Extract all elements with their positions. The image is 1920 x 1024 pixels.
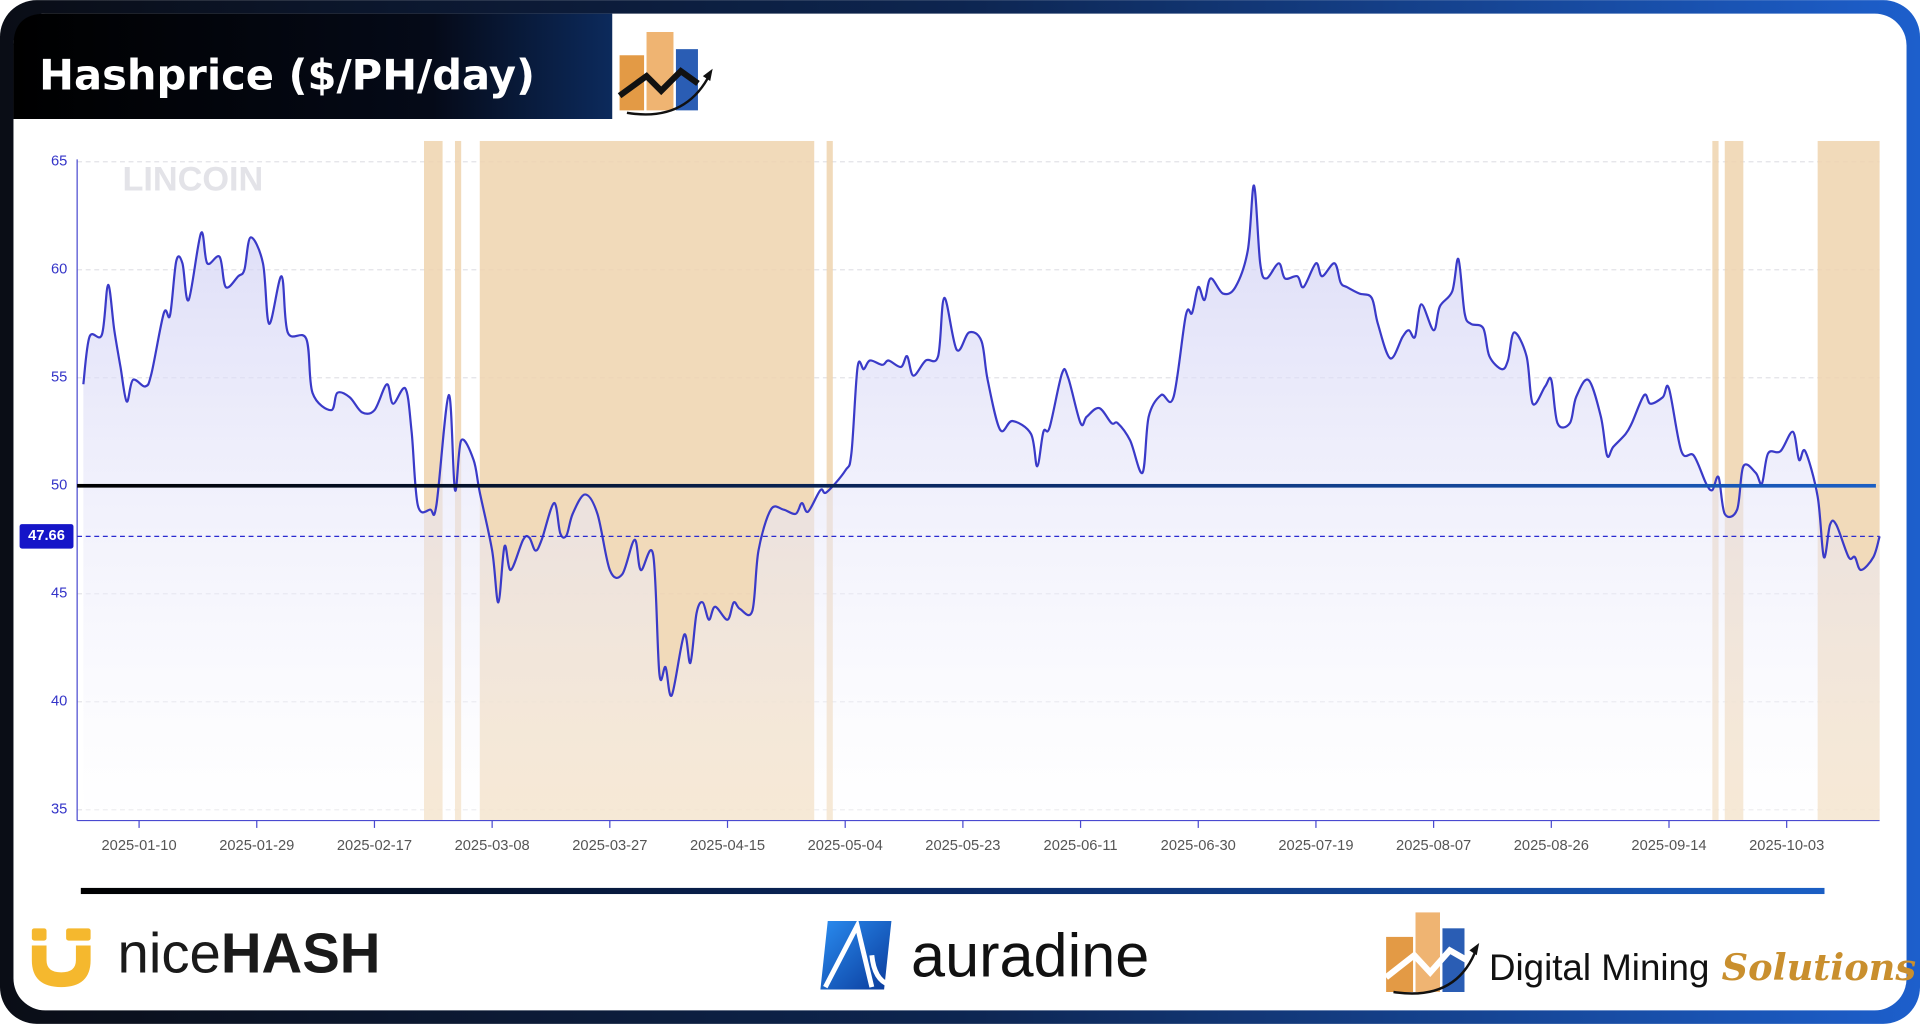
x-tick-label: 2025-08-26 — [1514, 838, 1589, 854]
shaded-range — [826, 140, 833, 821]
x-tick-label: 2025-06-11 — [1044, 838, 1118, 854]
x-tick-label: 2025-01-10 — [102, 838, 177, 854]
current-value-box — [19, 524, 74, 549]
x-tick-label: 2025-08-07 — [1396, 838, 1471, 854]
x-tick-label: 2025-09-14 — [1631, 838, 1706, 854]
chart: LINCOIN 35 40 45 50 55 60 65 2025-01-10 2025-01-2… — [19, 140, 1881, 854]
y-tick-label: 45 — [51, 586, 67, 602]
header-logo — [617, 32, 713, 116]
x-tick-label: 2025-03-27 — [572, 838, 647, 854]
dms-main: Digital Mining — [1489, 947, 1709, 988]
y-tick-label: 60 — [51, 262, 67, 278]
x-tick-label: 2025-04-15 — [690, 838, 765, 854]
x-tick-label: 2025-02-17 — [337, 838, 412, 854]
dms-accent: Solutions — [1722, 945, 1916, 988]
y-tick-label: 35 — [51, 802, 67, 818]
nicehash-light: nice — [118, 922, 221, 985]
x-tick-label: 2025-01-29 — [219, 838, 294, 854]
divider — [80, 887, 1825, 895]
y-tick-label: 40 — [51, 694, 67, 710]
title: Hashprice ($/PH/day) — [39, 51, 535, 100]
area — [83, 185, 1880, 821]
svg-text:niceHASH: niceHASH — [118, 922, 381, 985]
y-tick-label: 50 — [51, 478, 67, 494]
watermark: LINCOIN — [122, 160, 263, 198]
reference-line — [77, 483, 1876, 488]
x-tick-label: 2025-06-30 — [1161, 838, 1236, 854]
y-tick-label: 65 — [51, 154, 67, 170]
x-tick-label: 2025-07-19 — [1278, 838, 1353, 854]
line — [82, 184, 1881, 697]
x-tick-label: 2025-10-03 — [1749, 838, 1824, 854]
header-band — [13, 13, 613, 119]
y-tick-label: 55 — [51, 370, 67, 386]
current-value-label: 47.66 — [28, 528, 65, 544]
dms-logo: Digital Mining Solutions — [1384, 912, 1916, 995]
x-tick-label: 2025-05-04 — [808, 838, 883, 854]
nicehash-bold: HASH — [221, 922, 381, 985]
auradine-text: auradine — [911, 921, 1149, 989]
auradine-logo: auradine — [820, 918, 1149, 990]
x-tick-label: 2025-03-08 — [455, 838, 530, 854]
x-tick-label: 2025-05-23 — [925, 838, 1000, 854]
nicehash-logo: niceHASH — [31, 922, 381, 988]
